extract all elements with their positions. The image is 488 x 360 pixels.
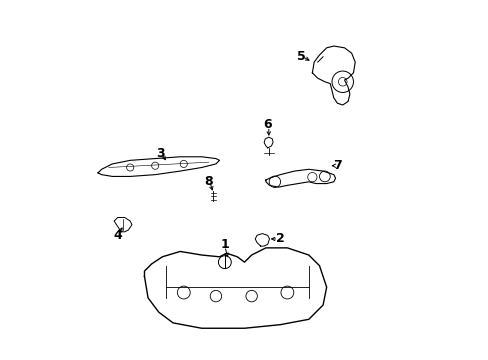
Text: 2: 2 [275, 233, 284, 246]
Text: 1: 1 [220, 238, 229, 251]
Text: 8: 8 [204, 175, 213, 188]
Text: 6: 6 [263, 118, 271, 131]
Text: 7: 7 [332, 159, 341, 172]
Text: 3: 3 [156, 147, 164, 160]
Text: 5: 5 [297, 50, 305, 63]
Text: 4: 4 [113, 229, 122, 242]
